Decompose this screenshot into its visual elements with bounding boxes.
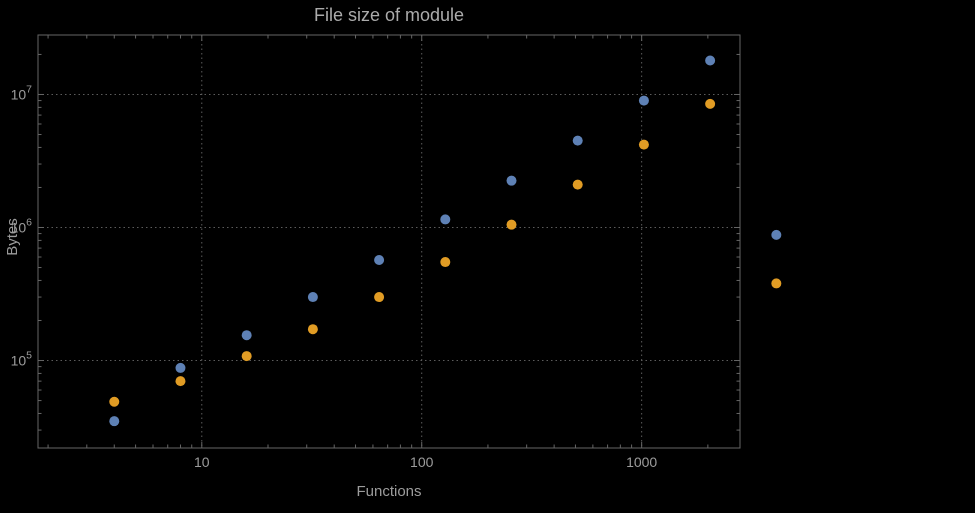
plot-frame (37, 34, 741, 449)
series-2-orange-point (638, 139, 649, 150)
x-tick-label: 10 (194, 454, 210, 470)
series-1-blue-point (771, 229, 782, 240)
y-axis-label: Bytes (4, 218, 21, 256)
series-2-orange-point (705, 98, 716, 109)
series-1-blue-point (241, 330, 252, 341)
series-1-blue-point (374, 254, 385, 265)
series-2-orange-point (307, 324, 318, 335)
series-1-blue-point (175, 362, 186, 373)
series-1-blue-point (307, 292, 318, 303)
series-2-orange-point (175, 376, 186, 387)
x-tick-label: 100 (410, 454, 434, 470)
series-1-blue-point (638, 95, 649, 106)
series-2-orange-point (440, 257, 451, 268)
series-1-blue-point (705, 55, 716, 66)
series-1-blue-point (109, 416, 120, 427)
series-2-orange-point (241, 351, 252, 362)
series-2-orange-point (771, 278, 782, 289)
series-2-orange-point (506, 219, 517, 230)
x-tick-label: 1000 (626, 454, 657, 470)
series-2-orange-point (374, 292, 385, 303)
series-1-blue-point (440, 214, 451, 225)
series-2-orange-point (109, 396, 120, 407)
series-1-blue-point (572, 135, 583, 146)
y-tick-label: 107 (11, 83, 33, 102)
x-axis-label: Functions (356, 483, 422, 500)
series-1-blue-point (506, 175, 517, 186)
y-tick-label: 106 (11, 217, 33, 236)
series-2-orange-point (572, 179, 583, 190)
y-tick-label: 105 (11, 350, 33, 369)
chart-title: File size of module (313, 5, 465, 25)
